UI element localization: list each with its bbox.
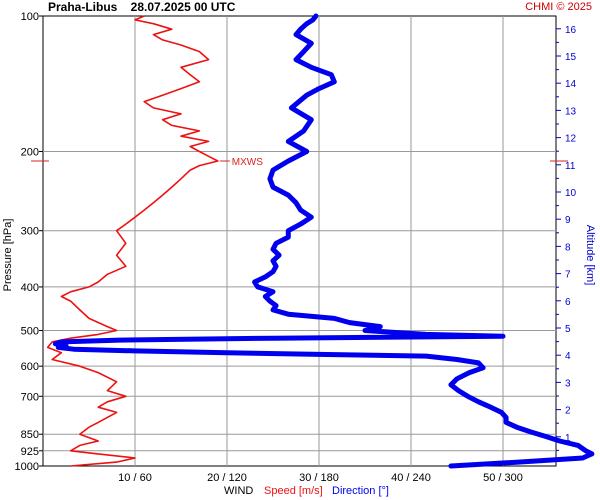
x-tick-label: 40 / 240 (391, 472, 431, 484)
mxws-label: MXWS (232, 157, 263, 168)
grid-lines (43, 16, 556, 466)
altitude-tick-label: 9 (565, 215, 571, 226)
altitude-tick-label: 10 (565, 188, 577, 199)
altitude-tick-label: 11 (565, 161, 576, 172)
altitude-tick-label: 6 (565, 297, 571, 308)
altitude-tick-label: 12 (565, 134, 577, 145)
altitude-tick-label: 8 (565, 242, 571, 253)
x-axis-title-direction: Direction [°] (332, 485, 389, 497)
pressure-tick-label: 400 (21, 282, 39, 294)
pressure-tick-label: 100 (21, 11, 39, 23)
speed-series-line (46, 15, 219, 467)
x-axis-title-speed: Speed [m/s] (264, 485, 323, 497)
chart-title: Praha-Libus 28.07.2025 00 UTC (48, 0, 236, 14)
x-tick-label: 30 / 180 (299, 472, 339, 484)
altitude-tick-label: 15 (565, 52, 577, 63)
altitude-tick-label: 14 (565, 79, 577, 90)
x-tick-label: 10 / 60 (118, 472, 152, 484)
altitude-tick-label: 1 (565, 433, 571, 444)
pressure-tick-label: 200 (21, 146, 39, 158)
axis-ticks (31, 15, 568, 467)
pressure-tick-label: 850 (21, 429, 39, 441)
pressure-tick-label: 500 (21, 326, 39, 338)
pressure-tick-label: 925 (21, 446, 39, 458)
altitude-tick-label: 7 (565, 270, 571, 281)
altitude-tick-label: 5 (565, 324, 571, 335)
pressure-tick-label: 700 (21, 391, 39, 403)
pressure-tick-label: 300 (21, 226, 39, 238)
x-tick-label: 50 / 300 (483, 472, 523, 484)
x-tick-label: 20 / 120 (207, 472, 247, 484)
x-axis-title-wind: WIND (224, 485, 253, 497)
altitude-axis-title: Altitude [km] (584, 225, 596, 286)
pressure-tick-label: 600 (21, 361, 39, 373)
altitude-tick-label: 13 (565, 106, 577, 117)
altitude-tick-label: 2 (565, 406, 571, 417)
pressure-axis-title: Pressure [hPa] (2, 219, 14, 292)
altitude-tick-label: 16 (565, 25, 577, 36)
pressure-tick-label: 1000 (15, 461, 39, 473)
copyright-label: CHMI © 2025 (525, 1, 592, 13)
plot-frame (42, 15, 557, 467)
direction-series-line (52, 13, 595, 469)
altitude-tick-label: 3 (565, 378, 571, 389)
series-layer (46, 13, 595, 469)
altitude-tick-label: 4 (565, 351, 571, 362)
